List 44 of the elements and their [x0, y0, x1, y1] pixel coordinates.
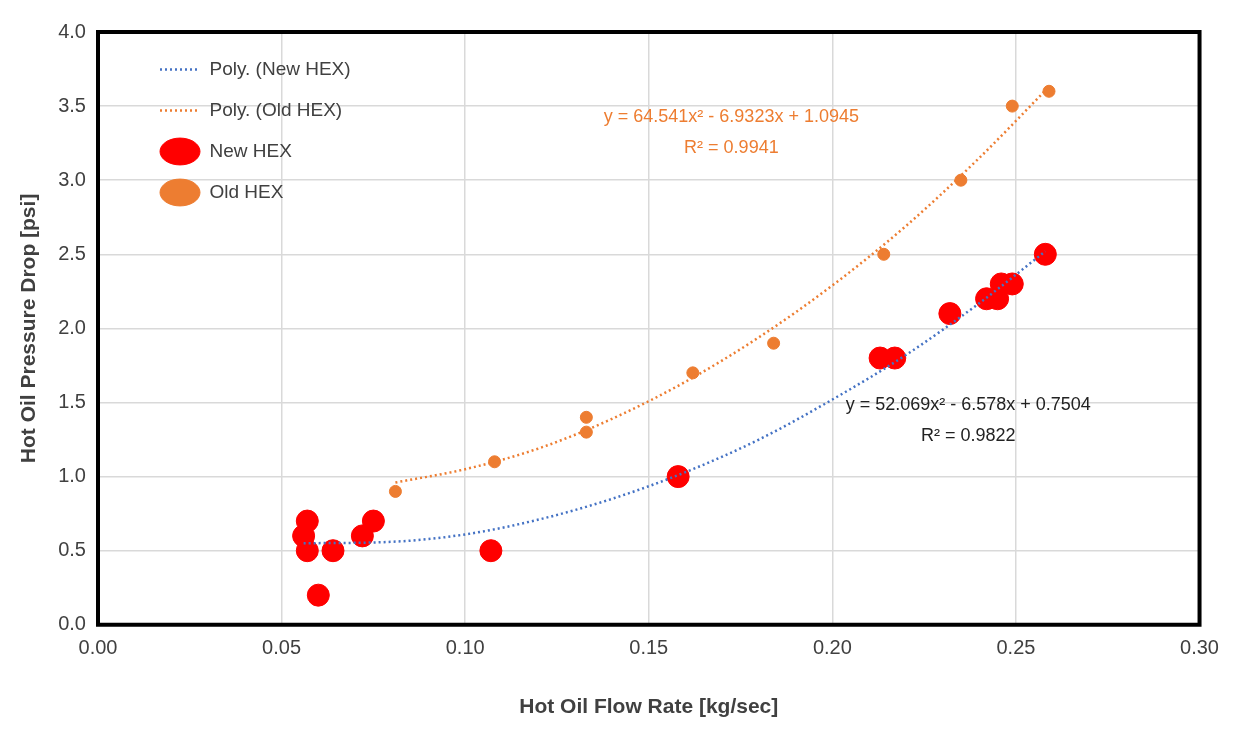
- y-tick-label: 2.0: [58, 315, 86, 338]
- point: [686, 366, 700, 380]
- x-axis-title: Hot Oil Flow Rate [kg/sec]: [519, 694, 779, 718]
- x-tick-label: 0.15: [629, 636, 669, 659]
- point: [579, 410, 593, 424]
- point: [321, 539, 345, 563]
- point: [1005, 99, 1019, 113]
- point: [1033, 242, 1057, 266]
- point: [938, 302, 962, 326]
- legend-label: Poly. (New HEX): [209, 57, 351, 79]
- y-tick-label: 3.0: [58, 167, 86, 190]
- point: [666, 465, 690, 489]
- legend-label: Old HEX: [209, 180, 284, 202]
- x-tick-label: 0.30: [1180, 636, 1220, 659]
- legend-label: New HEX: [209, 139, 293, 161]
- x-tick-label: 0.25: [996, 636, 1036, 659]
- y-tick-label: 0.5: [58, 538, 86, 561]
- y-tick-label: 3.5: [58, 93, 86, 116]
- point: [877, 247, 891, 261]
- point: [388, 484, 402, 498]
- annotation: y = 64.541x² - 6.9323x + 1.0945: [603, 105, 859, 126]
- y-tick-label: 0.0: [58, 612, 86, 635]
- x-tick-label: 0.05: [262, 636, 302, 659]
- point: [306, 583, 330, 607]
- point: [579, 425, 593, 439]
- y-axis-title: Hot Oil Pressure Drop [psi]: [16, 193, 40, 464]
- point: [488, 455, 502, 469]
- point: [1042, 84, 1056, 98]
- annotation: y = 52.069x² - 6.578x + 0.7504: [845, 394, 1091, 415]
- y-tick-label: 1.0: [58, 464, 86, 487]
- x-tick-label: 0.20: [812, 636, 852, 659]
- point: [767, 336, 781, 350]
- point: [954, 173, 968, 187]
- point: [295, 539, 319, 563]
- annotation: R² = 0.9822: [920, 425, 1016, 446]
- legend-label: Poly. (Old HEX): [209, 98, 343, 120]
- annotation: R² = 0.9941: [684, 136, 779, 157]
- x-tick-label: 0.10: [445, 636, 485, 659]
- y-tick-label: 2.5: [58, 241, 86, 264]
- y-tick-label: 1.5: [58, 390, 86, 413]
- point: [479, 539, 503, 563]
- point: [361, 509, 385, 533]
- y-tick-label: 4.0: [58, 19, 86, 42]
- x-tick-label: 0.00: [78, 636, 118, 659]
